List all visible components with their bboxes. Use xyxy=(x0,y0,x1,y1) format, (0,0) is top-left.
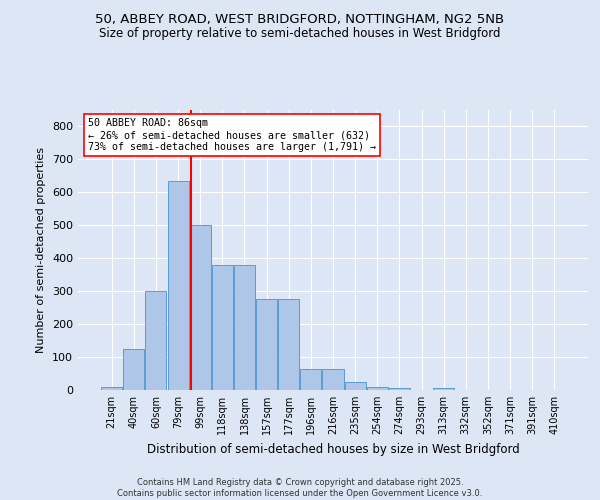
Text: 50 ABBEY ROAD: 86sqm
← 26% of semi-detached houses are smaller (632)
73% of semi: 50 ABBEY ROAD: 86sqm ← 26% of semi-detac… xyxy=(88,118,376,152)
Text: 50, ABBEY ROAD, WEST BRIDGFORD, NOTTINGHAM, NG2 5NB: 50, ABBEY ROAD, WEST BRIDGFORD, NOTTINGH… xyxy=(95,12,505,26)
Bar xyxy=(301,368,322,390)
Bar xyxy=(344,382,365,390)
Text: Contains HM Land Registry data © Crown copyright and database right 2025.
Contai: Contains HM Land Registry data © Crown c… xyxy=(118,478,482,498)
Bar xyxy=(101,386,122,390)
Bar xyxy=(278,300,299,390)
Bar xyxy=(322,368,344,390)
Text: Size of property relative to semi-detached houses in West Bridgford: Size of property relative to semi-detach… xyxy=(99,28,501,40)
Bar xyxy=(167,181,188,390)
Bar xyxy=(234,265,255,390)
Bar xyxy=(367,386,388,390)
Y-axis label: Number of semi-detached properties: Number of semi-detached properties xyxy=(37,147,46,353)
Bar xyxy=(433,388,454,390)
Bar xyxy=(190,226,211,390)
Bar xyxy=(212,265,233,390)
X-axis label: Distribution of semi-detached houses by size in West Bridgford: Distribution of semi-detached houses by … xyxy=(146,442,520,456)
Bar xyxy=(145,291,166,390)
Bar xyxy=(389,388,410,390)
Bar xyxy=(124,349,145,390)
Bar xyxy=(256,300,277,390)
